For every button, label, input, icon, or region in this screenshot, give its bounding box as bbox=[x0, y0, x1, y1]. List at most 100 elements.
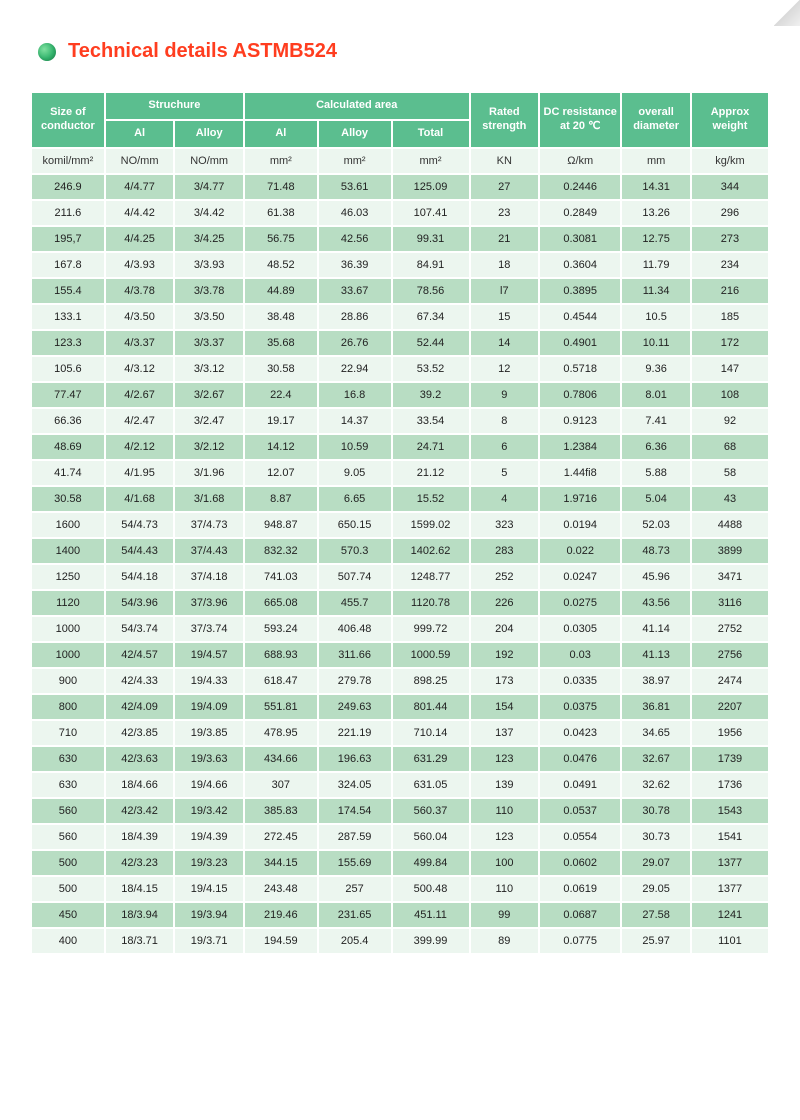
data-cell: 4/2.12 bbox=[106, 435, 174, 459]
data-cell: 219.46 bbox=[245, 903, 317, 927]
data-cell: 78.56 bbox=[393, 279, 469, 303]
data-cell: 6.36 bbox=[622, 435, 690, 459]
data-cell: 311.66 bbox=[319, 643, 391, 667]
unit-cell: Ω/km bbox=[540, 149, 620, 173]
data-cell: 8 bbox=[471, 409, 539, 433]
table-row: 123.34/3.373/3.3735.6826.7652.44140.4901… bbox=[32, 331, 768, 355]
data-cell: 37/3.96 bbox=[175, 591, 243, 615]
data-cell: 406.48 bbox=[319, 617, 391, 641]
data-cell: 6 bbox=[471, 435, 539, 459]
data-cell: 30.73 bbox=[622, 825, 690, 849]
data-cell: 1101 bbox=[692, 929, 768, 953]
data-cell: 4/3.93 bbox=[106, 253, 174, 277]
title-row: Technical details ASTMB524 bbox=[38, 40, 770, 63]
data-cell: 272.45 bbox=[245, 825, 317, 849]
unit-cell: kg/km bbox=[692, 149, 768, 173]
data-cell: 46.03 bbox=[319, 201, 391, 225]
table-row: 155.44/3.783/3.7844.8933.6778.56l70.3895… bbox=[32, 279, 768, 303]
data-cell: 216 bbox=[692, 279, 768, 303]
data-cell: 570.3 bbox=[319, 539, 391, 563]
page-corner-fold bbox=[774, 0, 800, 26]
data-cell: 0.0423 bbox=[540, 721, 620, 745]
data-cell: 1377 bbox=[692, 877, 768, 901]
data-cell: 125.09 bbox=[393, 175, 469, 199]
data-cell: 147 bbox=[692, 357, 768, 381]
data-cell: 801.44 bbox=[393, 695, 469, 719]
data-cell: 4/2.47 bbox=[106, 409, 174, 433]
data-cell: 1120 bbox=[32, 591, 104, 615]
bullet-icon bbox=[38, 43, 56, 61]
data-cell: 307 bbox=[245, 773, 317, 797]
table-row: 125054/4.1837/4.18741.03507.741248.77252… bbox=[32, 565, 768, 589]
data-cell: 385.83 bbox=[245, 799, 317, 823]
data-cell: 1241 bbox=[692, 903, 768, 927]
data-cell: 0.0476 bbox=[540, 747, 620, 771]
data-cell: 273 bbox=[692, 227, 768, 251]
data-cell: 478.95 bbox=[245, 721, 317, 745]
data-cell: 1.9716 bbox=[540, 487, 620, 511]
data-cell: 0.7806 bbox=[540, 383, 620, 407]
data-cell: 54/3.96 bbox=[106, 591, 174, 615]
data-cell: 1400 bbox=[32, 539, 104, 563]
data-cell: 0.022 bbox=[540, 539, 620, 563]
table-row: 167.84/3.933/3.9348.5236.3984.91180.3604… bbox=[32, 253, 768, 277]
data-cell: 5.88 bbox=[622, 461, 690, 485]
data-cell: 38.97 bbox=[622, 669, 690, 693]
data-cell: 0.4544 bbox=[540, 305, 620, 329]
data-cell: 11.79 bbox=[622, 253, 690, 277]
th-calc-area: Calculated area bbox=[245, 93, 469, 119]
data-cell: 1000 bbox=[32, 617, 104, 641]
data-cell: 205.4 bbox=[319, 929, 391, 953]
data-cell: 37/4.73 bbox=[175, 513, 243, 537]
table-body: komil/mm²NO/mmNO/mmmm²mm²mm²KNΩ/kmmmkg/k… bbox=[32, 149, 768, 953]
data-cell: 123 bbox=[471, 747, 539, 771]
data-cell: 99.31 bbox=[393, 227, 469, 251]
data-cell: 19/4.09 bbox=[175, 695, 243, 719]
data-cell: 29.05 bbox=[622, 877, 690, 901]
table-row: 211.64/4.423/4.4261.3846.03107.41230.284… bbox=[32, 201, 768, 225]
data-cell: 4/3.37 bbox=[106, 331, 174, 355]
unit-cell: mm² bbox=[245, 149, 317, 173]
data-cell: 92 bbox=[692, 409, 768, 433]
data-cell: 6.65 bbox=[319, 487, 391, 511]
data-cell: 0.3604 bbox=[540, 253, 620, 277]
data-cell: 13.26 bbox=[622, 201, 690, 225]
data-cell: 832.32 bbox=[245, 539, 317, 563]
data-cell: 665.08 bbox=[245, 591, 317, 615]
th-diameter: overall diameter bbox=[622, 93, 690, 147]
data-cell: 58 bbox=[692, 461, 768, 485]
data-cell: 19/3.23 bbox=[175, 851, 243, 875]
data-cell: 650.15 bbox=[319, 513, 391, 537]
data-cell: 110 bbox=[471, 877, 539, 901]
data-cell: 0.2446 bbox=[540, 175, 620, 199]
data-cell: 66.36 bbox=[32, 409, 104, 433]
data-cell: 48.52 bbox=[245, 253, 317, 277]
data-cell: 19/4.57 bbox=[175, 643, 243, 667]
data-cell: 41.13 bbox=[622, 643, 690, 667]
table-header: Size of conductor Struchure Calculated a… bbox=[32, 93, 768, 147]
data-cell: 185 bbox=[692, 305, 768, 329]
data-cell: 41.14 bbox=[622, 617, 690, 641]
data-cell: 249.63 bbox=[319, 695, 391, 719]
table-row: 80042/4.0919/4.09551.81249.63801.441540.… bbox=[32, 695, 768, 719]
th-dc: DC resistance at 20 ℃ bbox=[540, 93, 620, 147]
data-cell: 12.75 bbox=[622, 227, 690, 251]
data-cell: 42/4.09 bbox=[106, 695, 174, 719]
data-cell: 800 bbox=[32, 695, 104, 719]
data-cell: 24.71 bbox=[393, 435, 469, 459]
data-cell: 53.61 bbox=[319, 175, 391, 199]
table-row: 71042/3.8519/3.85478.95221.19710.141370.… bbox=[32, 721, 768, 745]
data-cell: 42/4.57 bbox=[106, 643, 174, 667]
unit-cell: mm² bbox=[393, 149, 469, 173]
table-row: 160054/4.7337/4.73948.87650.151599.02323… bbox=[32, 513, 768, 537]
data-cell: 28.86 bbox=[319, 305, 391, 329]
data-cell: 4/3.50 bbox=[106, 305, 174, 329]
data-cell: 107.41 bbox=[393, 201, 469, 225]
data-cell: 257 bbox=[319, 877, 391, 901]
data-cell: 54/4.18 bbox=[106, 565, 174, 589]
data-cell: 279.78 bbox=[319, 669, 391, 693]
data-cell: 192 bbox=[471, 643, 539, 667]
data-cell: 0.5718 bbox=[540, 357, 620, 381]
table-row: 30.584/1.683/1.688.876.6515.5241.97165.0… bbox=[32, 487, 768, 511]
data-cell: 89 bbox=[471, 929, 539, 953]
